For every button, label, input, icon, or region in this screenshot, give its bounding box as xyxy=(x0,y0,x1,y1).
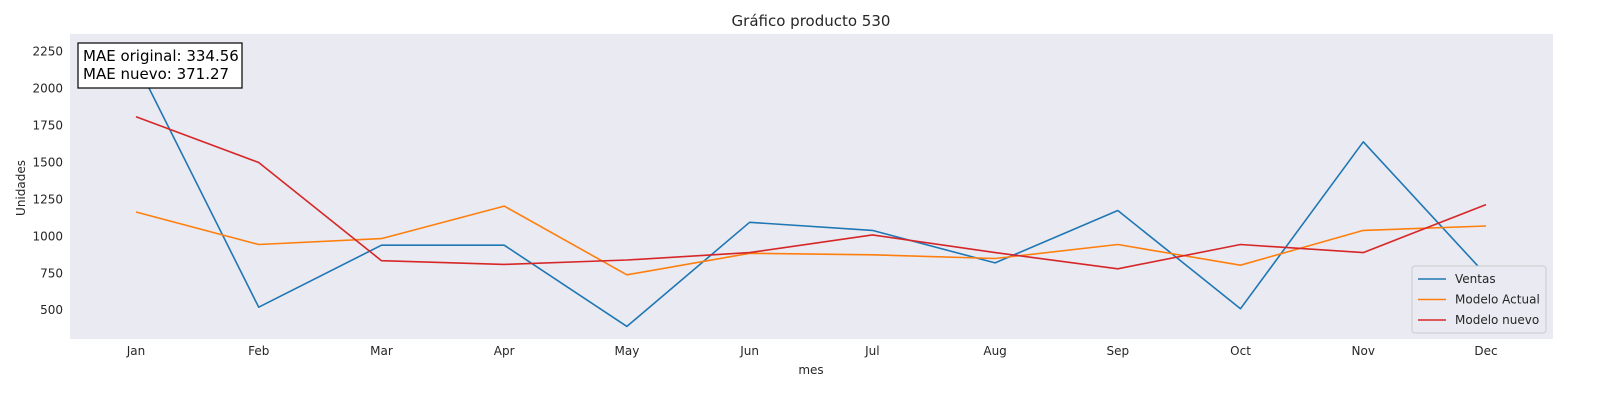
mae-annotation: MAE original: 334.56 MAE nuevo: 371.27 xyxy=(77,42,243,89)
x-tick-label: Jan xyxy=(126,344,146,358)
x-tick-label: Apr xyxy=(494,344,515,358)
x-axis-title: mes xyxy=(798,363,823,377)
x-tick-label: Mar xyxy=(370,344,393,358)
x-tick-label: Sep xyxy=(1107,344,1130,358)
chart-title: Gráfico producto 530 xyxy=(732,12,891,30)
series-line xyxy=(135,205,1487,276)
y-tick-label: 500 xyxy=(40,303,63,317)
legend-box xyxy=(1411,265,1547,334)
y-tick-label: 1000 xyxy=(32,229,63,243)
mae-original-text: MAE original: 334.56 xyxy=(83,47,239,65)
y-tick-label: 1750 xyxy=(32,119,63,133)
plot-area xyxy=(70,34,1553,339)
x-tick-label: May xyxy=(615,344,640,358)
y-tick-labels: 500 750 1000 1250 1500 1750 2000 2250 xyxy=(32,45,63,317)
x-tick-label: Jul xyxy=(864,344,879,358)
y-tick-label: 2000 xyxy=(32,82,63,96)
y-tick-label: 1250 xyxy=(32,192,63,206)
series-layer xyxy=(135,61,1487,328)
x-tick-labels: Jan Feb Mar Apr May Jun Jul Aug Sep Oct Nov Dec xyxy=(126,344,1498,358)
x-tick-label: Jun xyxy=(739,344,759,358)
series-line xyxy=(135,115,1487,270)
legend-label: Modelo nuevo xyxy=(1455,313,1539,327)
y-tick-label: 750 xyxy=(40,266,63,280)
x-tick-label: Aug xyxy=(983,344,1006,358)
legend-label: Modelo Actual xyxy=(1455,293,1540,307)
mae-nuevo-text: MAE nuevo: 371.27 xyxy=(83,65,229,83)
mae-annotation-box xyxy=(77,42,243,89)
y-axis-title: Unidades xyxy=(14,160,28,216)
y-tick-label: 2250 xyxy=(32,45,63,59)
x-tick-label: Oct xyxy=(1230,344,1251,358)
x-tick-label: Feb xyxy=(248,344,269,358)
x-tick-label: Nov xyxy=(1352,344,1375,358)
series-line xyxy=(135,61,1487,328)
y-tick-label: 1500 xyxy=(32,155,63,169)
x-tick-label: Dec xyxy=(1474,344,1497,358)
legend-label: Ventas xyxy=(1455,272,1496,286)
legend: Ventas Modelo Actual Modelo nuevo xyxy=(1411,265,1547,334)
